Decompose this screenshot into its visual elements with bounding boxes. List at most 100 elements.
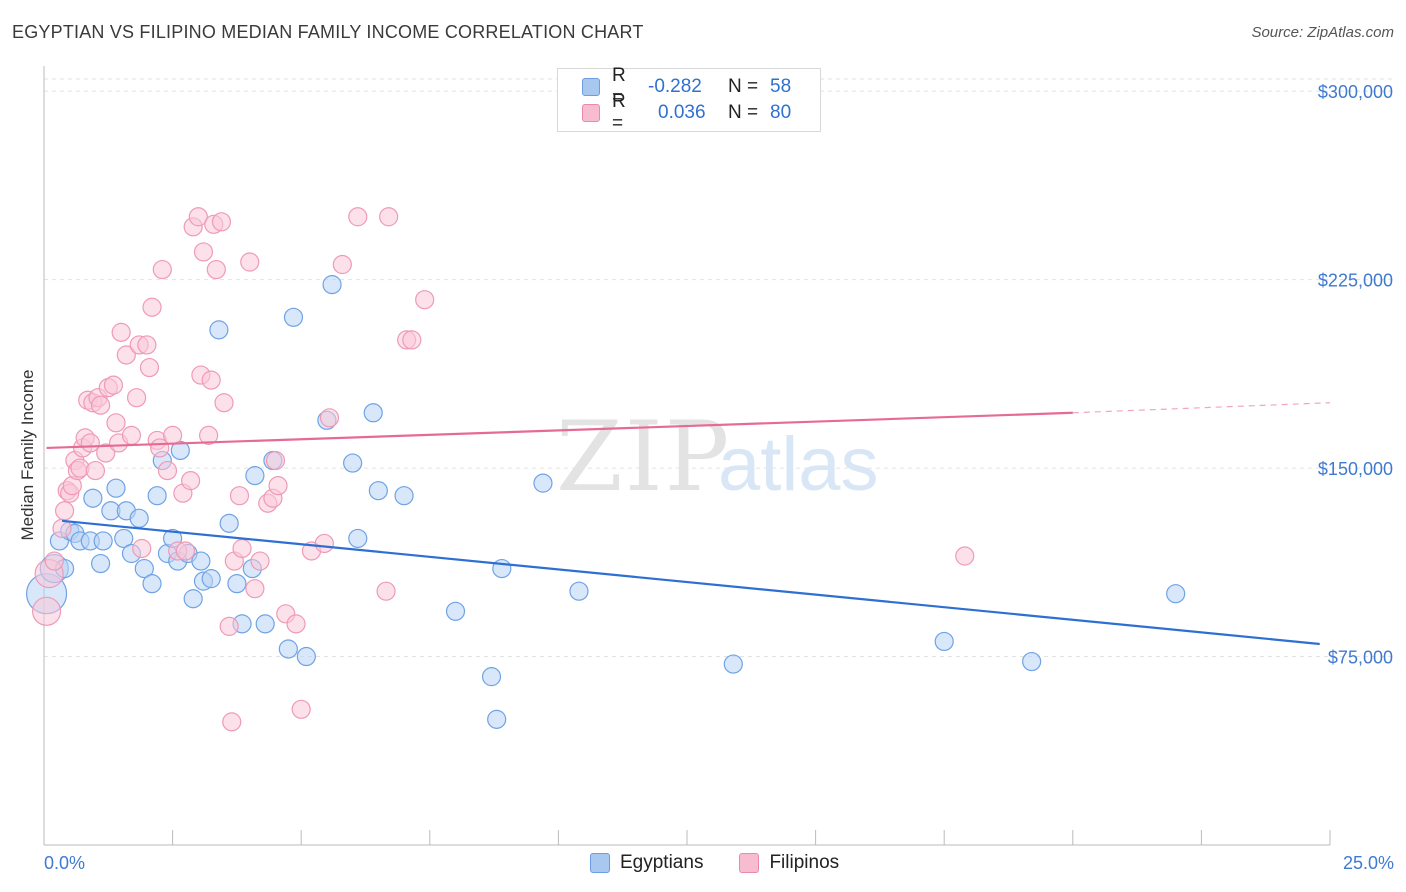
- filipino-point: [319, 408, 340, 428]
- legend-n-value: 58: [770, 76, 792, 97]
- x-tick-label-max: 25.0%: [1343, 853, 1394, 873]
- filipino-point: [90, 395, 111, 415]
- egyptian-point: [183, 589, 203, 609]
- filipino-point: [199, 425, 219, 445]
- egyptian-point: [129, 508, 149, 528]
- egyptian-point: [245, 466, 265, 486]
- egyptian-point: [255, 614, 275, 634]
- x-tick-label-min: 0.0%: [44, 853, 85, 873]
- filipino-point: [139, 357, 160, 378]
- filipino-point: [265, 450, 286, 471]
- filipino-point: [126, 388, 147, 408]
- series-label-filipinos: Filipinos: [769, 852, 840, 873]
- series-legend: Egyptians Filipinos: [590, 852, 875, 874]
- filipino-point: [240, 252, 260, 272]
- egyptian-point: [394, 486, 414, 506]
- filipino-point: [44, 551, 64, 571]
- egyptian-point: [723, 654, 743, 674]
- filipino-point: [137, 335, 157, 355]
- egyptian-point: [134, 558, 154, 579]
- series-legend-filipinos: Filipinos: [739, 852, 839, 874]
- filipino-point: [402, 330, 422, 350]
- egyptian-point: [348, 528, 368, 549]
- correlation-legend: R = -0.282 N = 58 R = 0.036 N = 80: [557, 65, 821, 134]
- filipino-point: [142, 297, 162, 317]
- legend-n-label: N =: [728, 102, 759, 123]
- filipino-point: [103, 375, 124, 395]
- filipino-point: [188, 207, 208, 227]
- egyptian-point: [363, 403, 383, 423]
- legend-n-value: 80: [770, 102, 792, 123]
- legend-swatch-filipinos: [582, 104, 600, 122]
- egyptian-point: [481, 667, 502, 687]
- filipino-point: [211, 212, 232, 232]
- filipino-point: [232, 538, 252, 559]
- egyptian-point: [142, 574, 162, 594]
- filipino-point: [116, 345, 136, 365]
- source-label: Source: ZipAtlas.com: [1251, 24, 1394, 41]
- legend-row-filipinos: R = 0.036 N = 80: [582, 91, 792, 134]
- y-tick-label: $150,000: [1318, 459, 1393, 479]
- y-axis-title: Median Family Income: [18, 369, 37, 540]
- egyptian-point: [343, 453, 363, 473]
- egyptian-point: [209, 320, 229, 340]
- egyptian-point: [487, 709, 507, 729]
- egyptian-point: [445, 601, 466, 621]
- legend-r-label: R =: [612, 91, 626, 134]
- egyptian-point: [283, 307, 304, 327]
- filipino-point: [286, 614, 306, 634]
- filipino-point: [332, 254, 352, 275]
- filipino-point: [132, 538, 152, 559]
- filipinos-points: [31, 207, 975, 732]
- chart-title: EGYPTIAN VS FILIPINO MEDIAN FAMILY INCOM…: [12, 22, 644, 42]
- egyptian-point: [114, 528, 134, 549]
- egyptian-point: [219, 513, 239, 533]
- legend-n-label: N =: [728, 76, 759, 97]
- filipino-point: [348, 207, 368, 227]
- filipino-point: [121, 425, 142, 445]
- series-swatch-egyptians: [590, 853, 610, 873]
- filipino-point: [181, 471, 201, 491]
- egyptian-point: [93, 531, 113, 551]
- egyptian-point: [569, 581, 589, 601]
- x-axis-ticks: [43, 830, 1331, 845]
- filipino-point: [96, 443, 116, 463]
- filipinos-trend-line: [46, 411, 1073, 450]
- watermark-zip: ZIP: [556, 401, 731, 513]
- filipinos-trend-extension: [1072, 402, 1331, 414]
- filipino-point: [291, 699, 311, 719]
- filipino-point: [314, 533, 334, 554]
- legend-row-egyptians: R = -0.282 N = 58: [582, 65, 792, 108]
- filipino-point: [250, 551, 270, 571]
- y-tick-label: $225,000: [1318, 271, 1393, 291]
- filipino-point: [152, 259, 172, 280]
- filipino-point: [111, 322, 131, 342]
- filipino-point: [219, 616, 239, 636]
- watermark-atlas: atlas: [718, 422, 879, 507]
- legend-r-label: R =: [612, 65, 626, 108]
- y-axis-tick-labels: $75,000 $150,000 $225,000 $300,000: [1318, 82, 1393, 667]
- egyptian-point: [227, 574, 247, 594]
- filipino-point: [85, 460, 106, 481]
- series-swatch-filipinos: [739, 853, 760, 873]
- egyptian-point: [106, 478, 126, 498]
- legend-swatch-egyptians: [582, 78, 600, 96]
- filipino-point: [206, 259, 226, 280]
- legend-r-value: -0.282: [648, 76, 702, 97]
- egyptian-point: [1166, 584, 1186, 604]
- egyptian-point: [322, 275, 342, 295]
- egyptian-point: [278, 639, 298, 659]
- egyptian-point: [191, 551, 211, 571]
- filipino-point: [201, 370, 221, 390]
- egyptian-point: [296, 646, 316, 667]
- filipino-point: [54, 501, 75, 521]
- egyptian-point: [1022, 651, 1042, 672]
- egyptian-point: [83, 488, 103, 508]
- filipino-point: [106, 413, 126, 433]
- egyptian-point: [934, 631, 954, 652]
- filipino-point: [31, 596, 62, 626]
- filipino-point: [157, 460, 178, 481]
- filipino-point: [163, 425, 183, 445]
- series-label-egyptians: Egyptians: [620, 852, 704, 873]
